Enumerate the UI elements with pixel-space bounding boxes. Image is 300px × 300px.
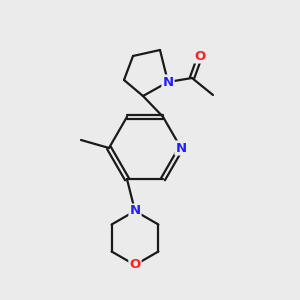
Text: N: N	[176, 142, 187, 154]
Text: O: O	[129, 259, 141, 272]
Text: N: N	[162, 76, 174, 88]
Text: O: O	[194, 50, 206, 62]
Text: N: N	[129, 205, 141, 218]
